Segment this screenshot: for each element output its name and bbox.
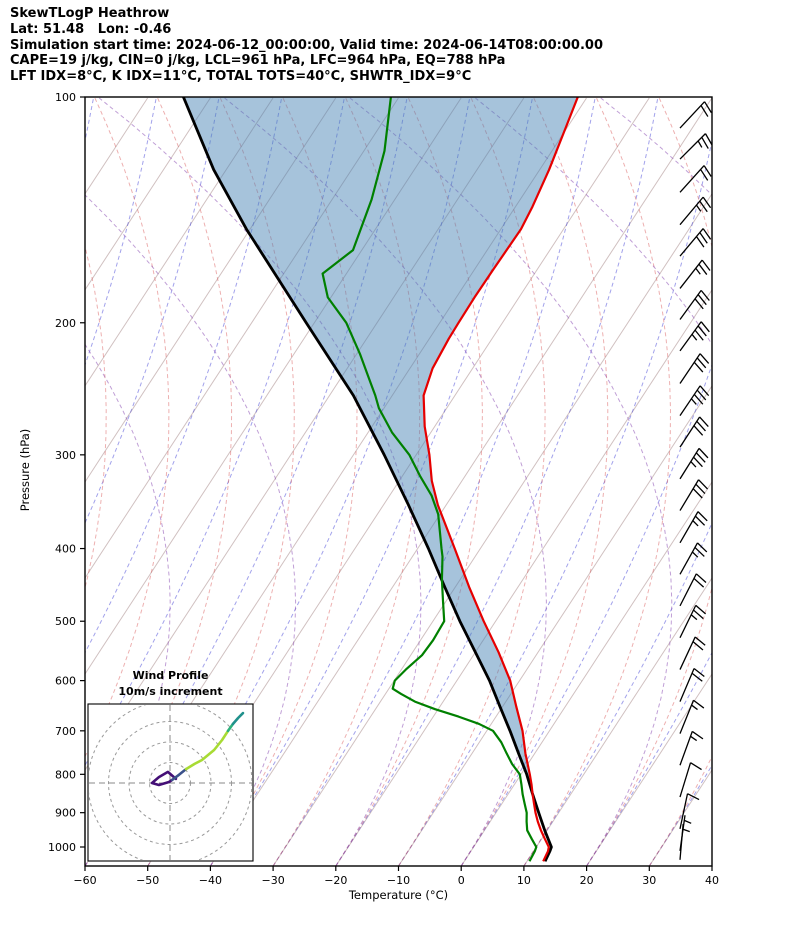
- svg-text:20: 20: [580, 874, 594, 887]
- hodograph-inset: [87, 703, 254, 862]
- indices-line-2: LFT IDX=8°C, K IDX=11°C, TOTAL TOTS=40°C…: [10, 69, 472, 85]
- temperature-curve: [422, 97, 579, 862]
- hodograph-rings: [89, 705, 252, 860]
- svg-text:600: 600: [55, 675, 76, 688]
- svg-text:−60: −60: [73, 874, 96, 887]
- svg-text:700: 700: [55, 725, 76, 738]
- location-line: Lat: 51.48 Lon: -0.46: [10, 21, 172, 37]
- time-line: Simulation start time: 2024-06-12_00:00:…: [10, 37, 603, 53]
- dewpoint-curve: [321, 97, 538, 862]
- indices-line-1: CAPE=19 j/kg, CIN=0 j/kg, LCL=961 hPa, L…: [10, 53, 506, 69]
- wind-barbs: [679, 101, 712, 860]
- svg-text:500: 500: [55, 615, 76, 628]
- svg-text:−30: −30: [261, 874, 284, 887]
- red-dashed-adiabats: [85, 97, 712, 866]
- svg-text:300: 300: [55, 449, 76, 462]
- x-axis-label: Temperature (°C): [348, 888, 449, 902]
- hodograph-subtitle: 10m/s increment: [118, 685, 223, 698]
- y-axis-label: Pressure (hPa): [18, 428, 32, 512]
- axis-ticks: −60 −50 −40 −30 −20 −10 0 10 20 30 40 100 200 300 400 5…: [48, 91, 719, 887]
- svg-text:800: 800: [55, 768, 76, 781]
- svg-text:0: 0: [458, 874, 465, 887]
- svg-text:−40: −40: [199, 874, 222, 887]
- svg-text:900: 900: [55, 807, 76, 820]
- hodograph-title: Wind Profile: [132, 669, 209, 682]
- figure-title: SkewTLogP Heathrow: [10, 6, 170, 21]
- svg-text:−50: −50: [136, 874, 159, 887]
- svg-text:10: 10: [517, 874, 531, 887]
- hodograph-trace: [150, 711, 245, 787]
- svg-text:−20: −20: [324, 874, 347, 887]
- svg-text:−10: −10: [387, 874, 410, 887]
- svg-text:1000: 1000: [48, 841, 76, 854]
- sounding-profiles: [182, 97, 579, 862]
- svg-text:40: 40: [705, 874, 719, 887]
- svg-text:30: 30: [642, 874, 656, 887]
- svg-text:400: 400: [55, 543, 76, 556]
- svg-text:200: 200: [55, 317, 76, 330]
- parcel-curve: [182, 97, 553, 862]
- figure-header: SkewTLogP Heathrow Lat: 51.48 Lon: -0.46…: [10, 6, 603, 85]
- svg-text:100: 100: [55, 91, 76, 104]
